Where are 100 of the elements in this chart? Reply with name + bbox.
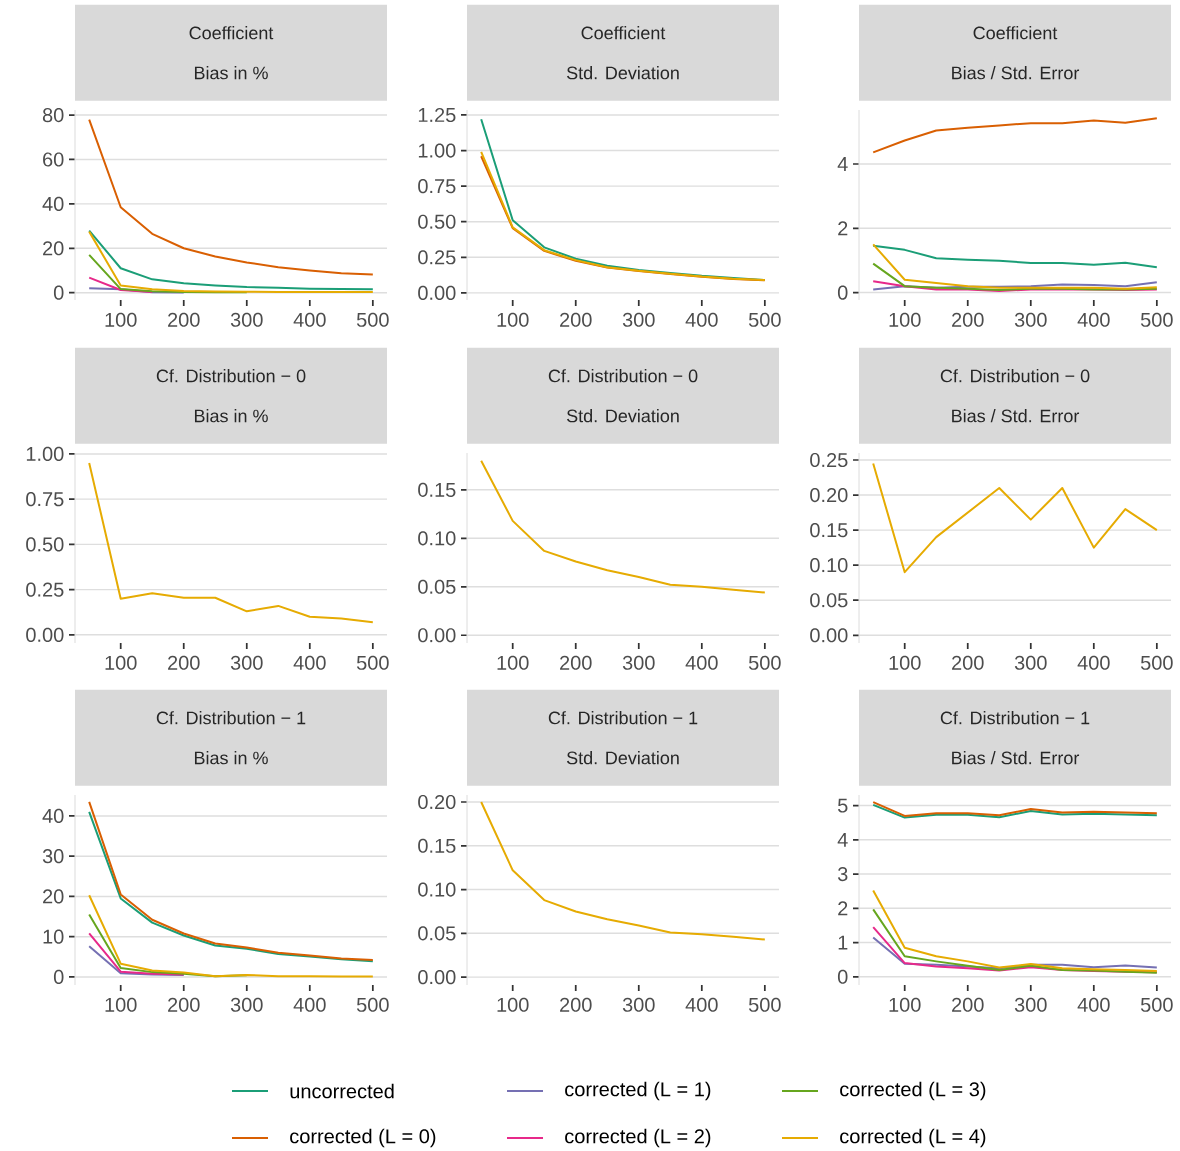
chart-subtitle: Bias in %	[194, 409, 268, 423]
legend-label: corrected (L = 2)	[565, 1128, 711, 1148]
y-tick-label: 0.75	[418, 179, 456, 194]
y-tick-label: 60	[43, 152, 64, 167]
y-tick-label: 1.00	[26, 446, 64, 461]
y-tick-label: 0	[53, 969, 64, 985]
x-tick-label: 400	[1077, 997, 1110, 1012]
y-tick-label: 0.00	[418, 970, 456, 985]
y-tick-label: 0.05	[418, 926, 456, 941]
y-tick-label: 1	[838, 935, 848, 950]
chart-subtitle: Bias in %	[194, 751, 268, 765]
y-tick-label: 0.10	[810, 558, 848, 573]
x-tick-label: 100	[889, 997, 921, 1012]
x-tick-label: 200	[168, 655, 200, 670]
y-tick-label: 0.20	[418, 794, 456, 810]
chart-title: Cf. Distribution − 0	[156, 369, 306, 383]
x-tick-label: 500	[1140, 997, 1173, 1012]
y-tick-label: 20	[43, 889, 64, 904]
x-tick-label: 300	[622, 655, 655, 670]
y-tick-label: 0.25	[810, 452, 848, 468]
x-tick-label: 200	[560, 997, 592, 1012]
x-tick-label: 300	[1014, 655, 1047, 670]
x-tick-label: 200	[560, 312, 592, 327]
x-tick-label: 500	[748, 312, 781, 327]
y-tick-label: 40	[42, 196, 64, 211]
y-tick-label: 0.00	[418, 628, 456, 643]
y-tick-label: 40	[42, 808, 64, 823]
x-tick-label: 300	[230, 997, 263, 1012]
y-tick-label: 0.50	[26, 537, 64, 552]
y-tick-label: 10	[43, 929, 64, 944]
x-tick-label: 500	[356, 312, 389, 327]
y-tick-label: 0.75	[26, 492, 64, 507]
chart-subtitle: Bias in %	[194, 66, 268, 80]
y-tick-label: 3	[837, 866, 848, 882]
y-tick-label: 0.15	[418, 482, 456, 497]
x-tick-label: 100	[105, 312, 137, 327]
y-tick-label: 0	[837, 969, 848, 984]
x-tick-label: 200	[952, 312, 984, 327]
y-tick-label: 0.05	[418, 579, 456, 594]
x-tick-label: 400	[293, 655, 326, 670]
chart-subtitle: Bias / Std. Error	[952, 409, 1080, 423]
x-tick-label: 100	[105, 997, 137, 1012]
legend-label: corrected (L = 3)	[840, 1081, 986, 1101]
chart-subtitle: Std. Deviation	[566, 66, 679, 80]
x-tick-label: 500	[748, 655, 781, 670]
y-tick-label: 0	[837, 285, 848, 300]
x-tick-label: 200	[168, 997, 200, 1012]
x-tick-label: 500	[1140, 312, 1173, 327]
y-tick-label: 1.25	[418, 107, 456, 123]
legend-label: corrected (L = 4)	[840, 1128, 986, 1148]
y-tick-label: 0.50	[418, 214, 456, 229]
legend-label: corrected (L = 0)	[290, 1128, 436, 1148]
x-tick-label: 100	[889, 312, 921, 327]
chart-title: Cf. Distribution − 1	[156, 711, 306, 725]
x-tick-label: 100	[497, 655, 529, 670]
x-tick-label: 300	[230, 312, 263, 327]
x-tick-label: 100	[497, 997, 529, 1012]
y-tick-label: 0.10	[418, 882, 456, 897]
chart-subtitle: Bias / Std. Error	[952, 66, 1080, 80]
y-tick-label: 4	[837, 832, 848, 847]
y-tick-label: 2	[838, 221, 848, 236]
chart-subtitle: Std. Deviation	[566, 409, 679, 423]
y-tick-label: 1.00	[418, 143, 456, 158]
legend-label: corrected (L = 1)	[565, 1081, 711, 1101]
y-tick-label: 80	[42, 108, 64, 123]
x-tick-label: 200	[952, 997, 984, 1012]
chart-title: Cf. Distribution − 0	[548, 369, 698, 383]
y-tick-label: 0.05	[810, 593, 848, 608]
chart-title: Coefficient	[189, 26, 274, 40]
y-tick-label: 20	[43, 241, 64, 256]
x-tick-label: 400	[1077, 312, 1110, 327]
y-tick-label: 0	[53, 285, 64, 300]
x-tick-label: 500	[748, 997, 781, 1012]
x-tick-label: 100	[889, 655, 921, 670]
x-tick-label: 400	[685, 312, 718, 327]
chart-title: Coefficient	[973, 26, 1058, 40]
x-tick-label: 400	[293, 997, 326, 1012]
x-tick-label: 500	[356, 997, 389, 1012]
x-tick-label: 300	[1014, 312, 1047, 327]
y-tick-label: 0.10	[418, 531, 456, 546]
y-tick-label: 0.25	[26, 582, 64, 597]
x-tick-label: 300	[230, 655, 263, 670]
x-tick-label: 300	[622, 997, 655, 1012]
y-tick-label: 30	[42, 849, 64, 864]
x-tick-label: 400	[293, 312, 326, 327]
chart-title: Cf. Distribution − 1	[940, 711, 1090, 725]
y-tick-label: 0.00	[418, 285, 456, 300]
y-tick-label: 0.15	[418, 838, 456, 853]
y-tick-label: 2	[838, 901, 848, 916]
chart-title: Cf. Distribution − 1	[548, 711, 698, 725]
x-tick-label: 500	[1140, 655, 1173, 670]
x-tick-label: 300	[622, 312, 655, 327]
x-tick-label: 100	[497, 312, 529, 327]
y-tick-label: 5	[837, 798, 848, 813]
x-tick-label: 500	[356, 655, 389, 670]
y-tick-label: 0.15	[810, 523, 848, 538]
chart-subtitle: Bias / Std. Error	[952, 751, 1080, 765]
y-tick-label: 0.25	[418, 250, 456, 265]
x-tick-label: 200	[168, 312, 200, 327]
x-tick-label: 400	[685, 655, 718, 670]
